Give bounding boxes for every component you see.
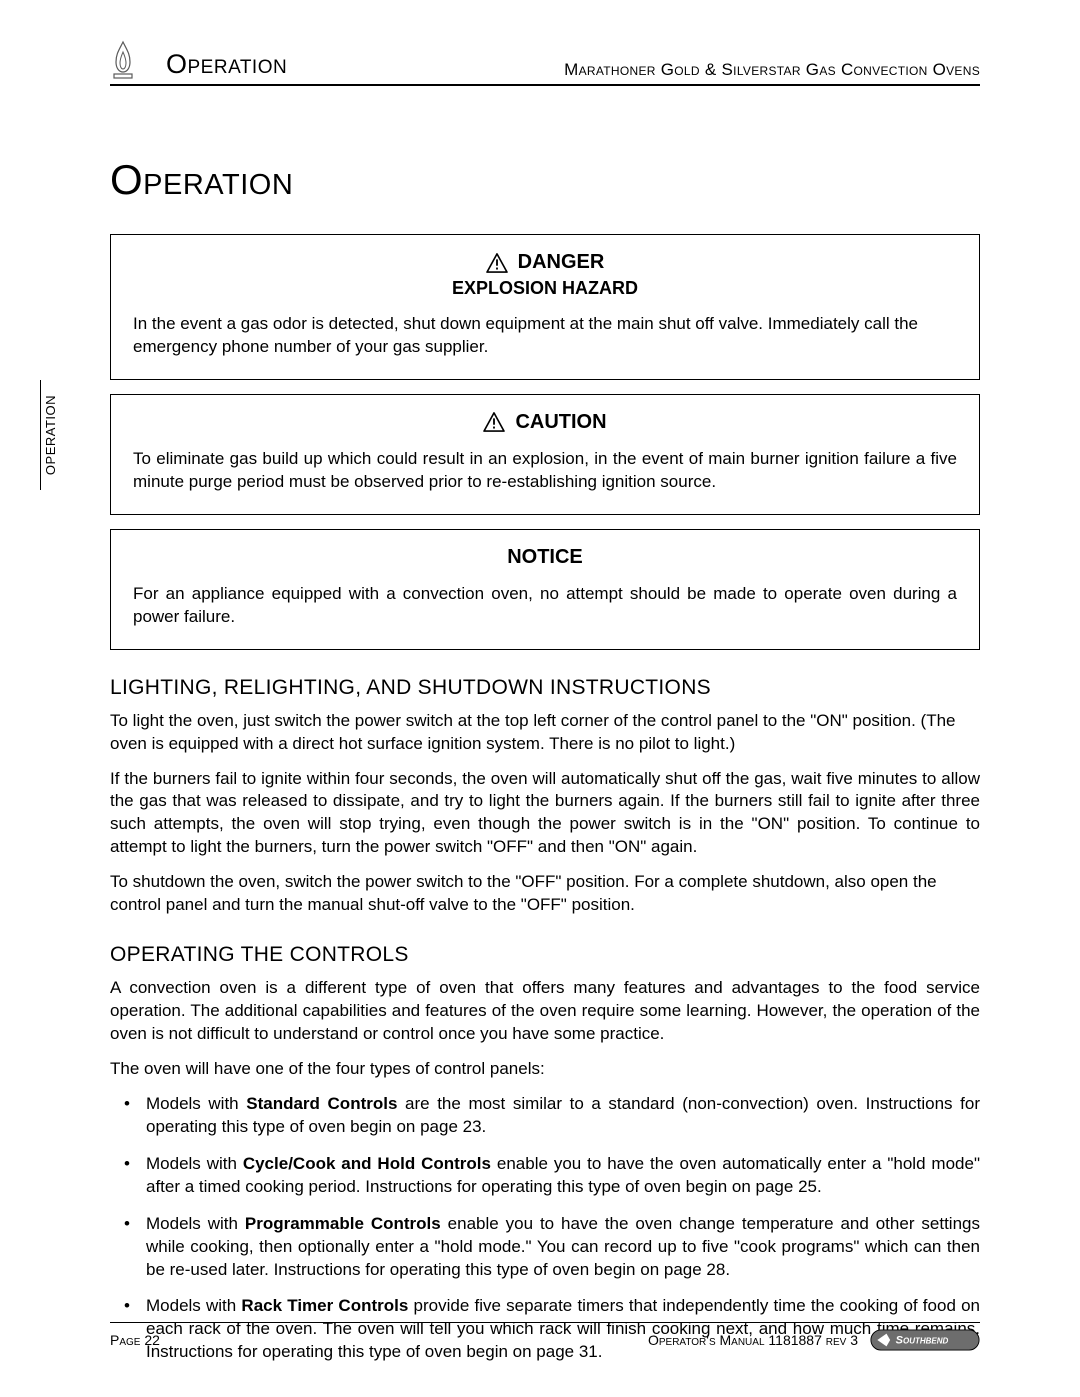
- caution-label: CAUTION: [515, 411, 606, 434]
- list-item: Models with Standard Controls are the mo…: [146, 1093, 980, 1139]
- header-product: Marathoner Gold & Silverstar Gas Convect…: [564, 60, 980, 80]
- page-header: Operation Marathoner Gold & Silverstar G…: [110, 40, 980, 86]
- warning-icon: [486, 253, 508, 273]
- lighting-p1: To light the oven, just switch the power…: [110, 710, 980, 756]
- danger-head: DANGER: [133, 251, 957, 274]
- notice-label: NOTICE: [507, 546, 583, 569]
- lighting-p3: To shutdown the oven, switch the power s…: [110, 871, 980, 917]
- callout-notice: NOTICE For an appliance equipped with a …: [110, 529, 980, 650]
- danger-sub: EXPLOSION HAZARD: [133, 278, 957, 299]
- svg-text:Southbend: Southbend: [896, 1335, 949, 1347]
- list-item: Models with Cycle/Cook and Hold Controls…: [146, 1153, 980, 1199]
- footer-right: Operator's Manual 1181887 rev 3 Southben…: [648, 1329, 980, 1351]
- header-section: Operation: [166, 49, 287, 80]
- caution-head: CAUTION: [133, 411, 957, 434]
- danger-label: DANGER: [518, 251, 605, 274]
- side-tab: OPERATION: [40, 380, 58, 490]
- caution-text: To eliminate gas build up which could re…: [133, 448, 957, 494]
- callout-caution: CAUTION To eliminate gas build up which …: [110, 394, 980, 515]
- page-footer: Page 22 Operator's Manual 1181887 rev 3 …: [110, 1322, 980, 1351]
- page-title: Operation: [110, 156, 980, 204]
- brand-logo: Southbend: [870, 1329, 980, 1351]
- notice-head: NOTICE: [133, 546, 957, 569]
- warning-icon: [483, 412, 505, 432]
- header-left: Operation: [110, 40, 287, 80]
- danger-text: In the event a gas odor is detected, shu…: [133, 313, 957, 359]
- section-heading-lighting: LIGHTING, RELIGHTING, AND SHUTDOWN INSTR…: [110, 676, 980, 700]
- controls-p1: A convection oven is a different type of…: [110, 977, 980, 1046]
- controls-p2: The oven will have one of the four types…: [110, 1058, 980, 1081]
- footer-manual: Operator's Manual 1181887 rev 3: [648, 1332, 858, 1348]
- list-item: Models with Programmable Controls enable…: [146, 1213, 980, 1282]
- footer-page: Page 22: [110, 1332, 160, 1348]
- section-heading-controls: OPERATING THE CONTROLS: [110, 943, 980, 967]
- notice-text: For an appliance equipped with a convect…: [133, 583, 957, 629]
- callout-danger: DANGER EXPLOSION HAZARD In the event a g…: [110, 234, 980, 380]
- lighting-p2: If the burners fail to ignite within fou…: [110, 768, 980, 860]
- flame-icon: [110, 40, 136, 80]
